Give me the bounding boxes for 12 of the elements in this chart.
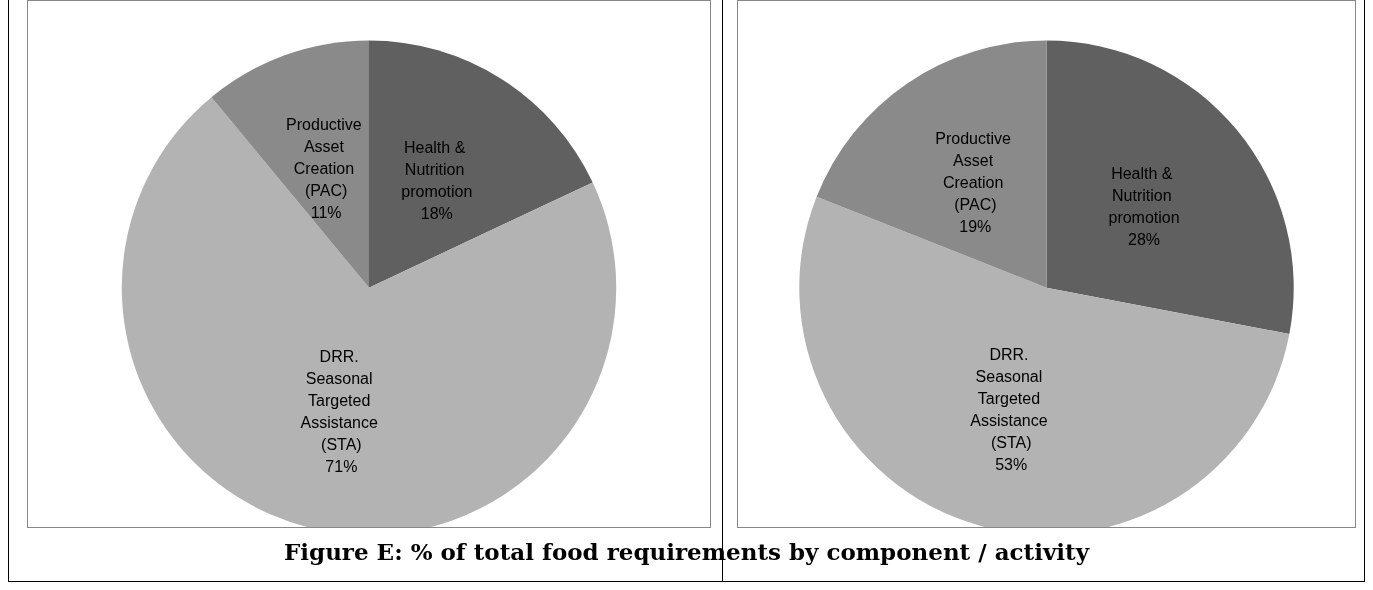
data-label: 28%	[1128, 231, 1161, 249]
data-label: 71%	[325, 457, 358, 475]
slice-label: Health & Nutrition promotion	[1108, 165, 1180, 227]
data-label: 19%	[959, 218, 992, 236]
slice-label: Productive Asset Creation (PAC)	[935, 130, 1016, 214]
data-label: 11%	[310, 204, 342, 222]
data-label: 53%	[995, 455, 1028, 473]
data-label: 18%	[420, 205, 453, 223]
slice-label: DRR. Seasonal Targeted Assistance (STA)	[300, 347, 383, 453]
slice-label: DRR. Seasonal Targeted Assistance (STA)	[970, 345, 1053, 451]
slice-label: Productive Asset Creation (PAC)	[286, 116, 367, 200]
slice-label: Health & Nutrition promotion	[401, 139, 473, 201]
